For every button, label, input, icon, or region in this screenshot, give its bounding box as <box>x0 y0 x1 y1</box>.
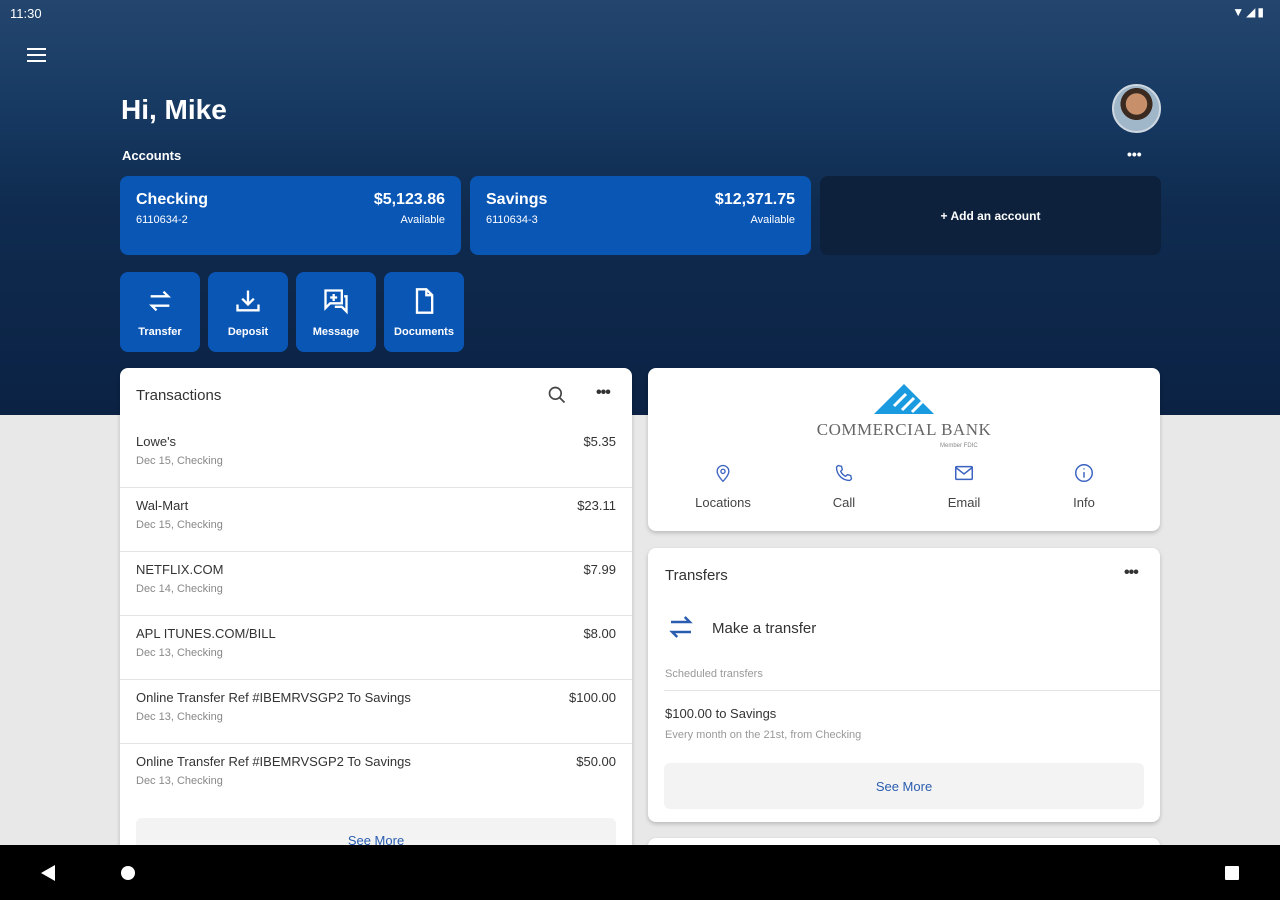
transaction-row[interactable]: Wal-Mart Dec 15, Checking $23.11 <box>120 488 632 552</box>
transaction-amount: $23.11 <box>577 498 616 513</box>
call-label: Call <box>832 495 856 510</box>
transaction-amount: $5.35 <box>583 434 616 449</box>
info-label: Info <box>1073 495 1095 510</box>
divider <box>664 690 1160 691</box>
avatar[interactable] <box>1112 84 1161 133</box>
info-icon <box>1075 464 1093 482</box>
transaction-desc: NETFLIX.COM <box>136 562 224 577</box>
status-time: 11:30 <box>10 6 42 21</box>
transfers-see-more-button[interactable]: See More <box>664 763 1144 809</box>
transaction-sub: Dec 13, Checking <box>136 647 223 659</box>
status-icons: ▼◢▮ <box>1232 5 1266 19</box>
transaction-sub: Dec 13, Checking <box>136 775 223 787</box>
transaction-row[interactable]: APL ITUNES.COM/BILL Dec 13, Checking $8.00 <box>120 616 632 680</box>
bank-card: COMMERCIAL BANK Member FDIC <box>648 368 1160 531</box>
message-button[interactable]: Message <box>296 272 376 352</box>
message-icon <box>324 289 348 315</box>
make-transfer-label: Make a transfer <box>712 620 817 637</box>
documents-label: Documents <box>394 326 454 338</box>
recents-icon[interactable] <box>1224 865 1240 881</box>
transaction-sub: Dec 13, Checking <box>136 711 223 723</box>
transfer-icon <box>149 290 171 312</box>
account-balance: $12,371.75 <box>714 191 795 208</box>
balance-label: Available <box>400 214 445 226</box>
account-card-savings[interactable]: Savings 6110634-3 $12,371.75 Available <box>470 176 811 255</box>
info-button[interactable]: Info <box>1024 462 1144 510</box>
locations-button[interactable]: Locations <box>663 462 783 510</box>
accounts-more-icon[interactable]: ••• <box>1127 146 1142 162</box>
transaction-row[interactable]: Online Transfer Ref #IBEMRVSGP2 To Savin… <box>120 680 632 744</box>
accounts-label: Accounts <box>122 148 182 163</box>
scheduled-transfers-label: Scheduled transfers <box>665 668 763 680</box>
account-number: 6110634-2 <box>136 214 188 226</box>
transfer-button[interactable]: Transfer <box>120 272 200 352</box>
deposit-button[interactable]: Deposit <box>208 272 288 352</box>
email-button[interactable]: Email <box>904 462 1024 510</box>
account-number: 6110634-3 <box>486 214 538 226</box>
download-icon <box>236 290 260 312</box>
transaction-amount: $7.99 <box>583 562 616 577</box>
transactions-title: Transactions <box>136 387 222 404</box>
transaction-amount: $50.00 <box>576 754 616 769</box>
locations-label: Locations <box>695 495 751 510</box>
transaction-desc: Online Transfer Ref #IBEMRVSGP2 To Savin… <box>136 754 411 769</box>
transaction-row[interactable]: Lowe's Dec 15, Checking $5.35 <box>120 424 632 488</box>
account-card-checking[interactable]: Checking 6110634-2 $5,123.86 Available <box>120 176 461 255</box>
transaction-amount: $100.00 <box>569 690 616 705</box>
transfers-card: Transfers ••• Make a transfer Scheduled … <box>648 548 1160 822</box>
bank-name: COMMERCIAL BANK <box>816 420 992 439</box>
scheduled-transfer-title[interactable]: $100.00 to Savings <box>665 706 777 721</box>
menu-icon[interactable] <box>27 48 46 64</box>
home-icon[interactable] <box>120 865 136 881</box>
transaction-amount: $8.00 <box>583 626 616 641</box>
transactions-more-icon[interactable]: ••• <box>596 384 611 401</box>
transaction-sub: Dec 14, Checking <box>136 583 223 595</box>
transaction-row[interactable]: Online Transfer Ref #IBEMRVSGP2 To Savin… <box>120 744 632 808</box>
transaction-desc: APL ITUNES.COM/BILL <box>136 626 276 641</box>
phone-icon <box>835 464 853 482</box>
greeting: Hi, Mike <box>121 94 227 125</box>
transaction-row[interactable]: NETFLIX.COM Dec 14, Checking $7.99 <box>120 552 632 616</box>
call-button[interactable]: Call <box>784 462 904 510</box>
transaction-desc: Wal-Mart <box>136 498 189 513</box>
transaction-sub: Dec 15, Checking <box>136 455 223 467</box>
location-pin-icon <box>716 464 730 483</box>
bank-tagline: Member FDIC <box>940 443 978 449</box>
account-name: Checking <box>136 191 209 208</box>
scheduled-transfer-sub: Every month on the 21st, from Checking <box>665 729 862 741</box>
account-name: Savings <box>486 191 548 208</box>
transaction-desc: Online Transfer Ref #IBEMRVSGP2 To Savin… <box>136 690 411 705</box>
transfer-label: Transfer <box>138 326 182 338</box>
bank-logo <box>874 384 934 414</box>
transfers-title: Transfers <box>665 567 728 584</box>
transfer-icon <box>669 616 693 638</box>
message-label: Message <box>312 326 360 338</box>
android-nav-bar <box>0 845 1280 900</box>
deposit-label: Deposit <box>227 326 269 338</box>
transaction-sub: Dec 15, Checking <box>136 519 223 531</box>
search-icon[interactable] <box>547 385 567 405</box>
transactions-card: Transactions ••• Lowe's Dec 15, Checking $… <box>120 368 632 868</box>
documents-button[interactable]: Documents <box>384 272 464 352</box>
transfers-more-icon[interactable]: ••• <box>1124 564 1139 581</box>
add-account-button[interactable]: + Add an account <box>820 176 1161 255</box>
email-icon <box>955 465 973 481</box>
email-label: Email <box>947 495 981 510</box>
status-bar: 11:30 ▼◢▮ <box>0 0 1280 26</box>
back-icon[interactable] <box>40 864 56 882</box>
transaction-desc: Lowe's <box>136 434 177 449</box>
document-icon <box>415 288 434 314</box>
make-transfer-button[interactable]: Make a transfer <box>664 608 1144 648</box>
balance-label: Available <box>750 214 795 226</box>
account-balance: $5,123.86 <box>373 191 445 208</box>
